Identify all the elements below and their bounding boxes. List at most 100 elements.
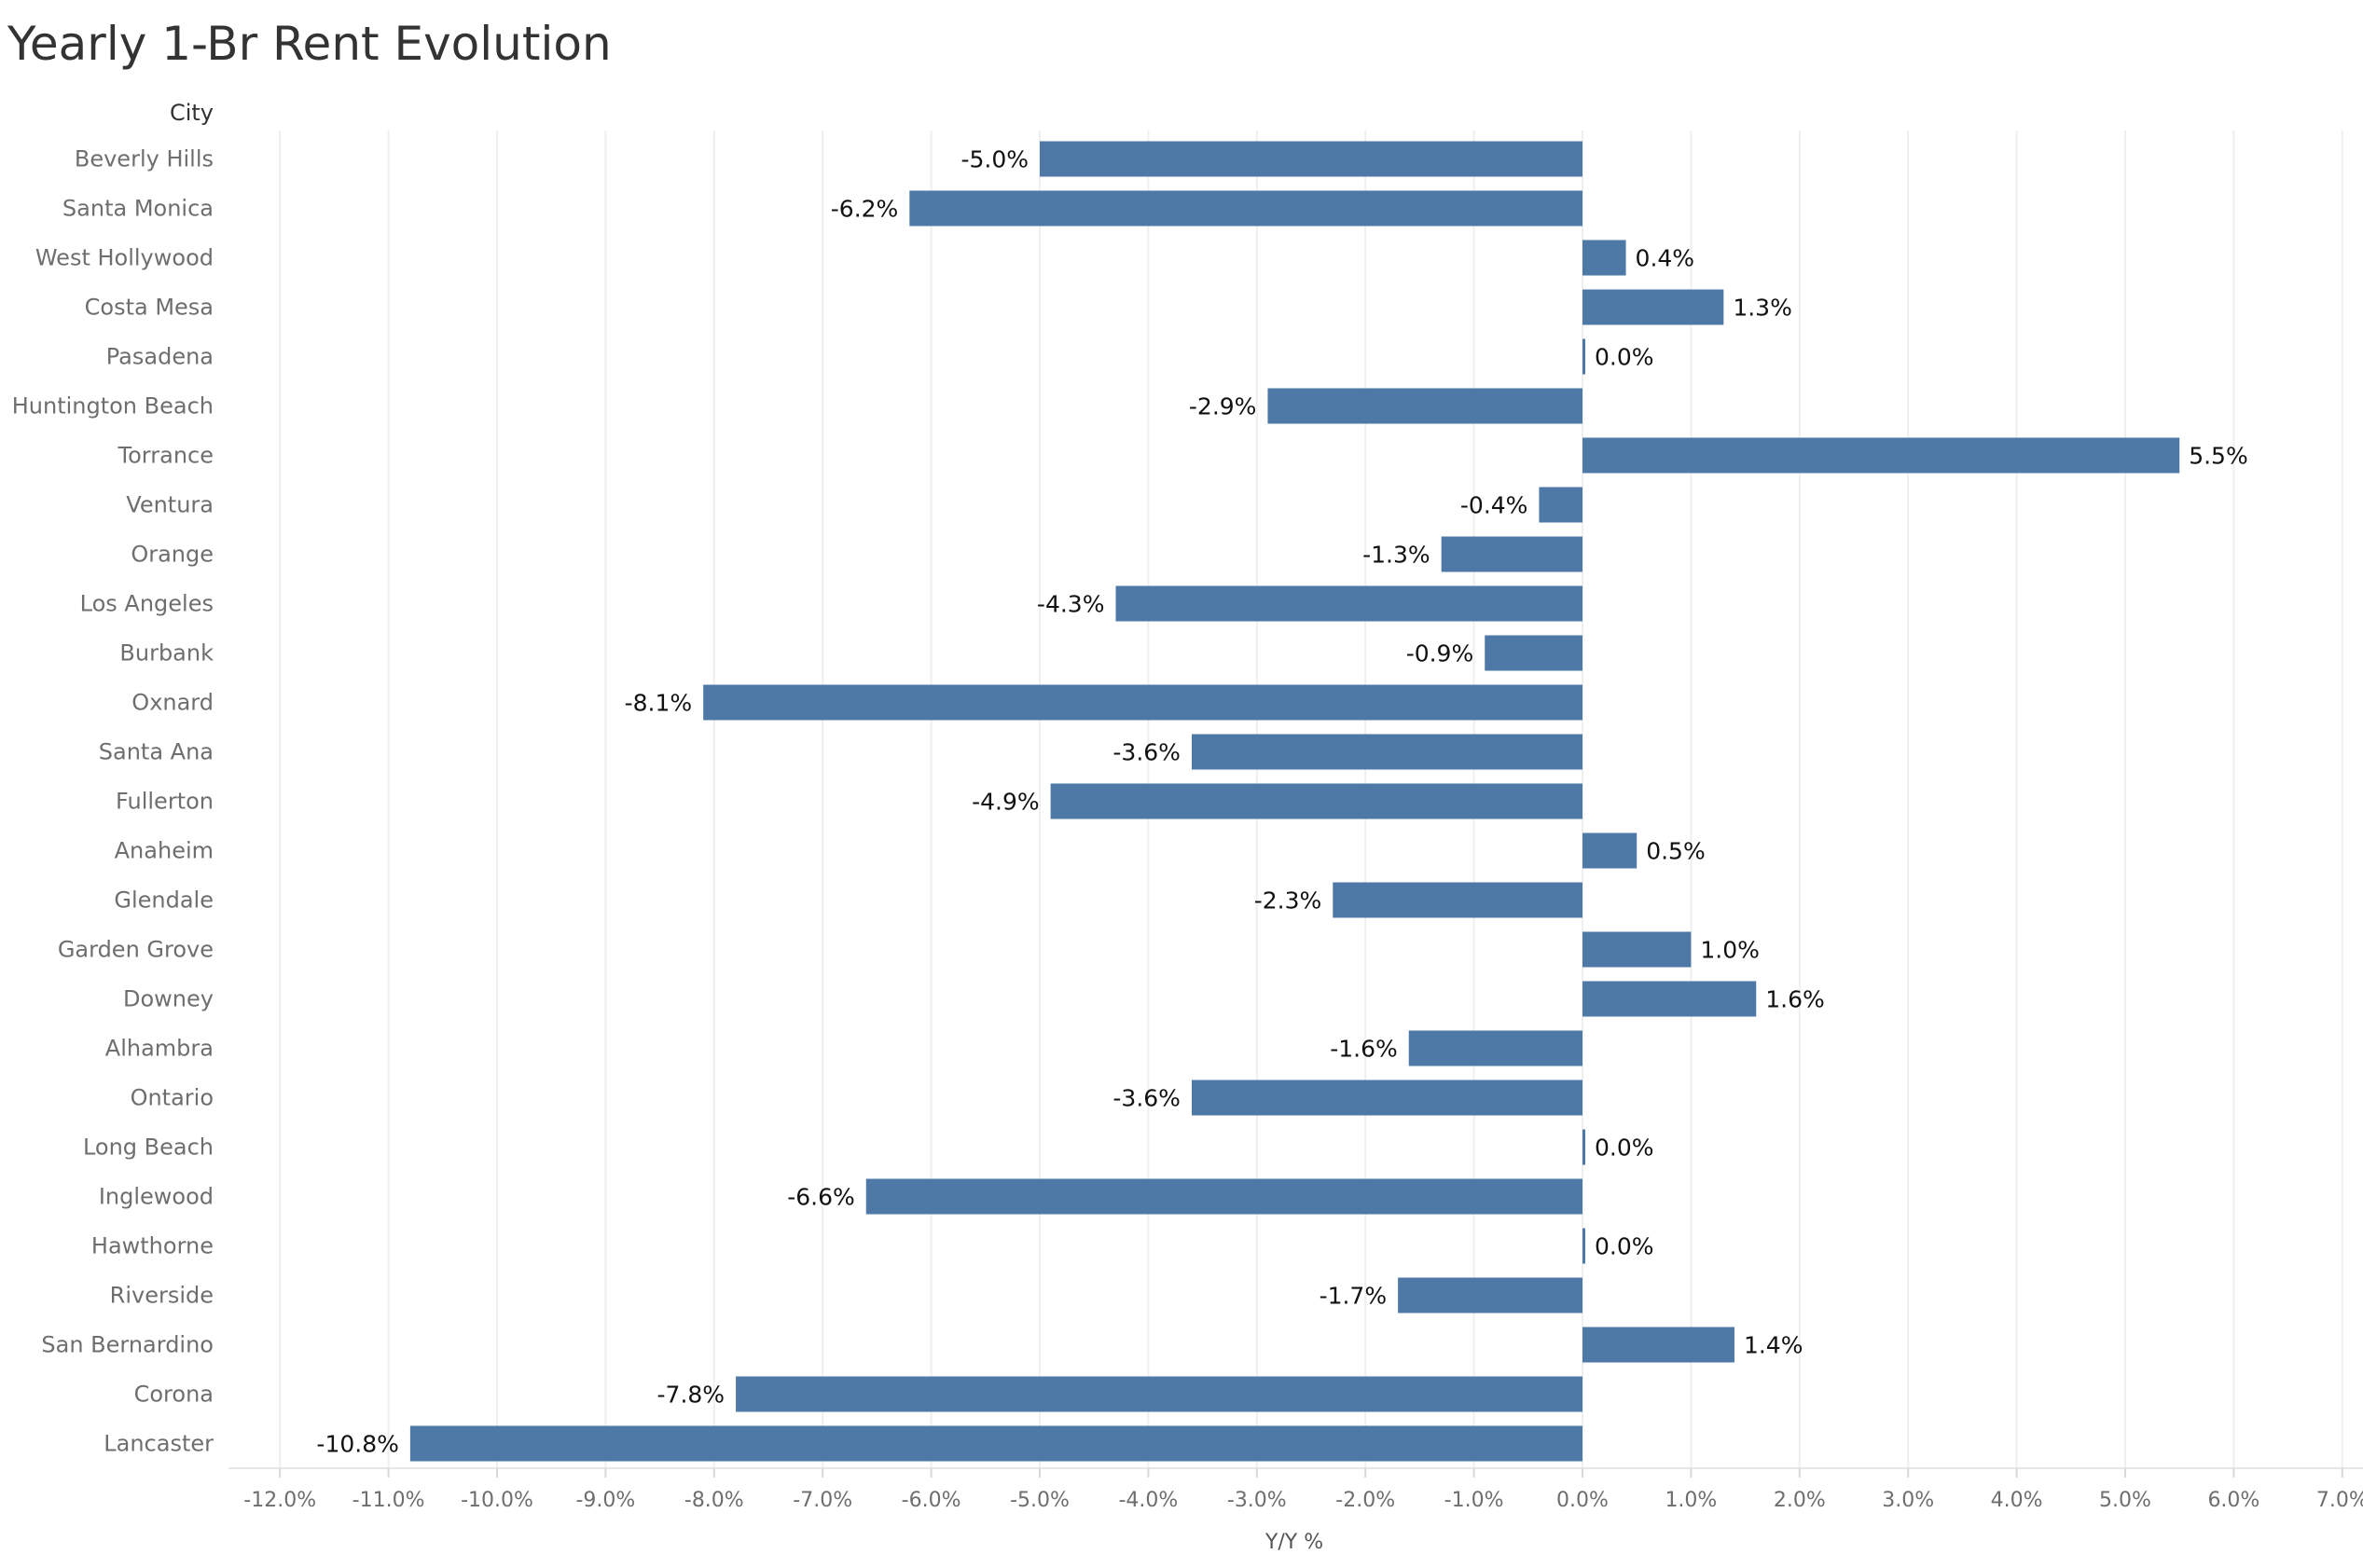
x-tick-label: 0.0% xyxy=(1556,1489,1609,1512)
x-tick-label: 4.0% xyxy=(1991,1489,2043,1512)
value-label: -1.7% xyxy=(1320,1283,1388,1310)
bar xyxy=(909,190,1582,227)
bar xyxy=(409,1425,1582,1462)
bar xyxy=(865,1178,1582,1215)
x-tick-label: -12.0% xyxy=(243,1489,316,1512)
value-label: 1.3% xyxy=(1733,295,1792,322)
category-label: Oxnard xyxy=(131,690,214,716)
value-label: 1.4% xyxy=(1744,1332,1803,1359)
category-label: Ventura xyxy=(126,492,214,518)
x-axis-ticks: -12.0% -11.0% -10.0% -9.0% -8.0% -7.0% -6.0% -5… xyxy=(243,1468,2363,1512)
bars: -5.0% -6.2% 0.4% 1.3% 0.0% -2.9% 5.5% -0.4% -1.3… xyxy=(316,141,2248,1462)
bar xyxy=(1582,931,1692,968)
value-label: -0.4% xyxy=(1460,492,1528,519)
category-label: Torrance xyxy=(117,443,214,469)
value-label: -2.9% xyxy=(1189,393,1257,420)
value-label: 5.5% xyxy=(2189,443,2248,470)
value-label: -3.6% xyxy=(1112,739,1181,766)
category-label: Ontario xyxy=(131,1085,214,1111)
category-label: Lancaster xyxy=(104,1431,214,1457)
value-label: -0.9% xyxy=(1406,640,1474,667)
bar xyxy=(1191,1080,1582,1116)
value-label: 0.5% xyxy=(1646,838,1706,865)
value-label: -1.3% xyxy=(1362,542,1430,569)
bar xyxy=(1582,1228,1585,1264)
bar xyxy=(1582,338,1585,375)
x-tick-label: -2.0% xyxy=(1335,1489,1395,1512)
bar xyxy=(1267,388,1582,424)
value-label: 0.0% xyxy=(1595,1135,1654,1162)
value-label: -4.3% xyxy=(1037,591,1105,618)
bar xyxy=(1408,1030,1582,1066)
category-label: Santa Monica xyxy=(62,196,214,222)
x-tick-label: -5.0% xyxy=(1010,1489,1070,1512)
bar xyxy=(1582,240,1626,276)
bar xyxy=(736,1376,1582,1412)
value-label: -8.1% xyxy=(625,690,693,717)
category-label: San Bernardino xyxy=(41,1332,214,1358)
category-label: Long Beach xyxy=(83,1135,214,1161)
category-label: Los Angeles xyxy=(80,591,214,617)
bar xyxy=(1582,437,2180,474)
chart-title: Yearly 1-Br Rent Evolution xyxy=(7,17,612,71)
bar xyxy=(1333,882,1582,918)
category-label: Burbank xyxy=(119,640,214,667)
x-tick-label: -6.0% xyxy=(902,1489,961,1512)
x-axis-title: Y/Y % xyxy=(1264,1531,1323,1554)
category-label: Garden Grove xyxy=(58,937,214,963)
x-tick-label: -3.0% xyxy=(1227,1489,1287,1512)
x-tick-label: -9.0% xyxy=(575,1489,635,1512)
category-label: Costa Mesa xyxy=(85,295,214,321)
bar xyxy=(1582,1327,1734,1363)
x-tick-label: -4.0% xyxy=(1118,1489,1178,1512)
value-label: 1.0% xyxy=(1700,937,1760,964)
category-label: West Hollywood xyxy=(35,245,214,271)
category-label: Beverly Hills xyxy=(75,146,214,172)
value-label: 0.4% xyxy=(1636,245,1695,272)
category-label: Huntington Beach xyxy=(12,393,214,420)
bar xyxy=(1582,832,1638,869)
category-label: Anaheim xyxy=(115,838,214,864)
value-label: -1.6% xyxy=(1330,1036,1398,1063)
category-label: Riverside xyxy=(110,1283,214,1309)
category-label: Glendale xyxy=(114,887,214,914)
x-tick-label: -7.0% xyxy=(793,1489,852,1512)
category-label: Orange xyxy=(131,542,214,568)
value-label: 1.6% xyxy=(1765,986,1825,1013)
category-label: Corona xyxy=(134,1382,214,1408)
category-label: Inglewood xyxy=(99,1184,214,1210)
x-tick-label: 7.0% xyxy=(2316,1489,2363,1512)
x-tick-label: 6.0% xyxy=(2207,1489,2259,1512)
x-tick-label: -10.0% xyxy=(461,1489,533,1512)
category-label: Santa Ana xyxy=(99,739,214,765)
bar xyxy=(1398,1277,1582,1314)
x-tick-label: -1.0% xyxy=(1444,1489,1504,1512)
bar xyxy=(1582,981,1757,1017)
x-tick-label: 3.0% xyxy=(1882,1489,1934,1512)
row-labels: Beverly Hills Santa Monica West Hollywood C… xyxy=(12,146,214,1457)
category-label: Alhambra xyxy=(105,1036,214,1062)
value-label: -2.3% xyxy=(1254,887,1322,915)
bar xyxy=(1485,635,1582,671)
x-tick-label: -11.0% xyxy=(352,1489,425,1512)
bar xyxy=(1582,289,1724,325)
value-label: -10.8% xyxy=(316,1431,398,1458)
x-tick-label: -8.0% xyxy=(684,1489,744,1512)
value-label: -7.8% xyxy=(657,1382,725,1409)
category-label: Pasadena xyxy=(106,344,214,370)
bar xyxy=(1191,734,1582,770)
value-label: 0.0% xyxy=(1595,1233,1654,1260)
bar xyxy=(1539,487,1582,523)
x-tick-label: 2.0% xyxy=(1774,1489,1826,1512)
value-label: 0.0% xyxy=(1595,344,1654,371)
bar xyxy=(1050,783,1582,819)
bar xyxy=(1115,585,1582,622)
x-tick-label: 5.0% xyxy=(2099,1489,2151,1512)
bar xyxy=(1441,536,1582,572)
category-label: Hawthorne xyxy=(91,1233,214,1259)
value-label: -4.9% xyxy=(972,789,1040,816)
value-label: -3.6% xyxy=(1112,1085,1181,1112)
value-label: -6.2% xyxy=(831,196,899,223)
x-tick-label: 1.0% xyxy=(1665,1489,1717,1512)
